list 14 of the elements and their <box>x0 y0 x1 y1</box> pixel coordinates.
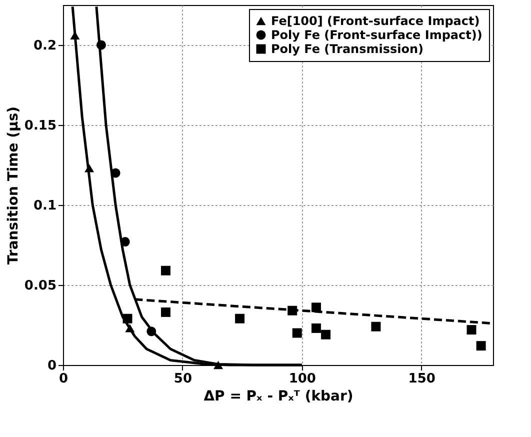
x-tick-label: 150 <box>408 372 436 386</box>
y-tick-label: 0.15 <box>24 118 56 134</box>
legend-label: Fe[100] (Front-surface Impact) <box>271 14 480 28</box>
y-tick-label: 0 <box>47 358 56 374</box>
legend-label: Poly Fe (Transmission) <box>271 42 424 56</box>
x-axis-title: ΔP = Pₓ - Pₓᵀ (kbar) <box>204 388 354 404</box>
x-tick-label: 50 <box>174 372 192 386</box>
x-tick-label: 0 <box>58 372 68 386</box>
legend-label: Poly Fe (Front-surface Impact)) <box>271 28 482 42</box>
x-tick-label: 100 <box>288 372 316 386</box>
y-axis-title: Transition Time (µs) <box>5 106 22 265</box>
y-tick-label: 0.05 <box>24 278 56 294</box>
y-tick-label: 0.1 <box>33 198 56 214</box>
y-tick-label: 0.2 <box>33 38 56 54</box>
